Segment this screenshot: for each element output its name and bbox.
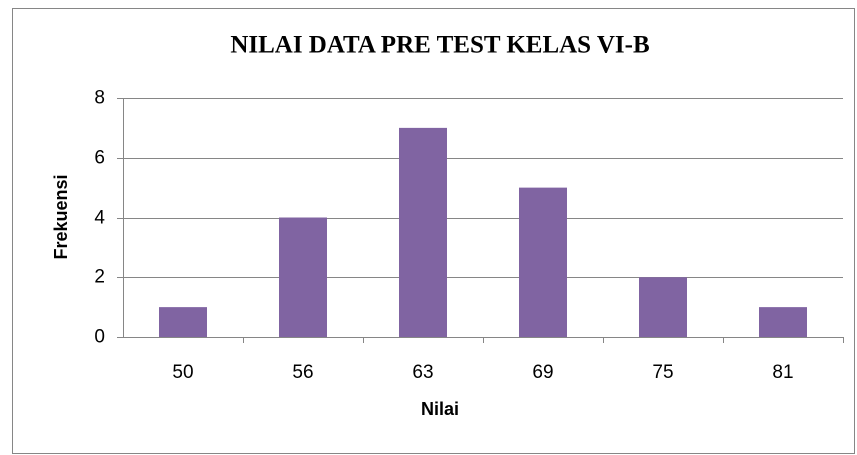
- y-tick-label: 8: [94, 88, 105, 109]
- x-tick-label: 50: [172, 362, 193, 383]
- bar: [279, 217, 327, 337]
- x-tick-label: 69: [532, 362, 553, 383]
- y-tick-label: 6: [94, 148, 105, 169]
- bar: [639, 277, 687, 337]
- y-tick-label: 4: [94, 208, 105, 229]
- bar: [159, 307, 207, 337]
- bar: [759, 307, 807, 337]
- x-tick-label: 63: [412, 362, 433, 383]
- y-tick-label: 2: [94, 267, 105, 288]
- y-axis-title: Frekuensi: [51, 174, 71, 259]
- y-tick-label: 0: [94, 327, 105, 348]
- x-axis-title: Nilai: [421, 399, 459, 419]
- bar: [399, 127, 447, 337]
- chart-title: NILAI DATA PRE TEST KELAS VI-B: [230, 32, 649, 59]
- x-tick-label: 81: [772, 362, 793, 383]
- x-tick-label: 56: [292, 362, 313, 383]
- x-tick-label: 75: [652, 362, 673, 383]
- bar: [519, 187, 567, 337]
